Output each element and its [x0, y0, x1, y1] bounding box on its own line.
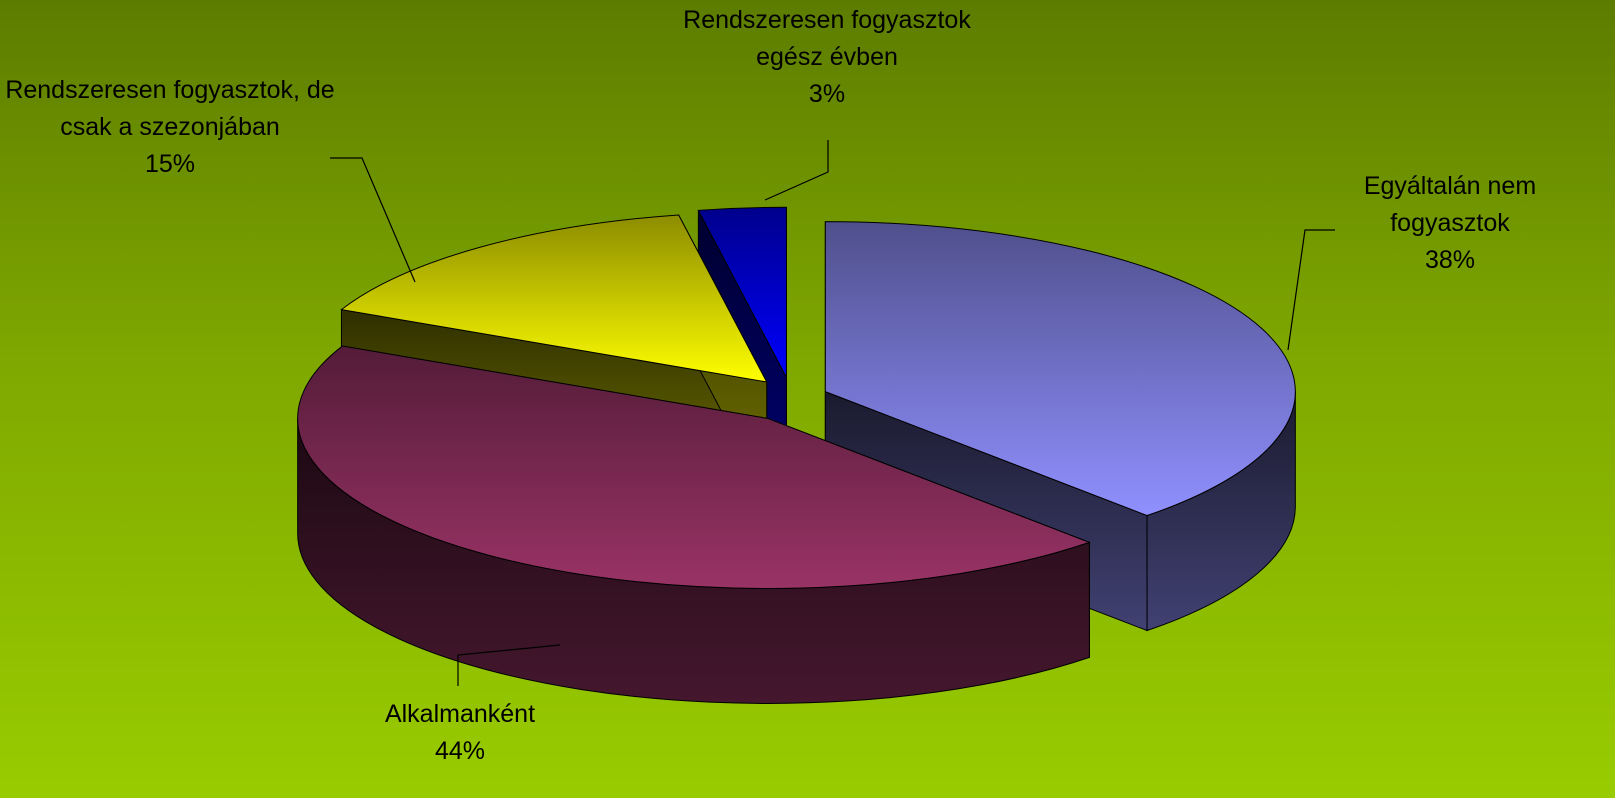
- value-label: 44%: [434, 737, 486, 765]
- category-label: Alkalmanként: [384, 700, 536, 728]
- slice: [297, 345, 1091, 589]
- value-label: 15%: [144, 150, 196, 178]
- leader-line: [764, 140, 829, 201]
- data-label: Alkalmanként 44%: [330, 696, 590, 770]
- value-label: 3%: [808, 80, 846, 108]
- data-label: Rendszeresen fogyasztok egész évben 3%: [682, 2, 972, 113]
- leader-line: [457, 644, 561, 686]
- category-label: Egyáltalán nem fogyasztok: [1363, 172, 1537, 237]
- slice: [824, 221, 1296, 517]
- pie: [297, 206, 1296, 704]
- data-label: Egyáltalán nem fogyasztok 38%: [1330, 168, 1570, 279]
- slice: [340, 214, 768, 383]
- data-label: Rendszeresen fogyasztok, de csak a szezo…: [5, 72, 335, 183]
- category-label: Rendszeresen fogyasztok egész évben: [683, 6, 971, 71]
- value-label: 38%: [1424, 246, 1476, 274]
- leader-lines: [330, 140, 1335, 686]
- leader-line: [330, 157, 416, 283]
- category-label: Rendszeresen fogyasztok, de csak a szezo…: [5, 76, 335, 141]
- leader-line: [1287, 229, 1335, 351]
- slice: [697, 206, 787, 378]
